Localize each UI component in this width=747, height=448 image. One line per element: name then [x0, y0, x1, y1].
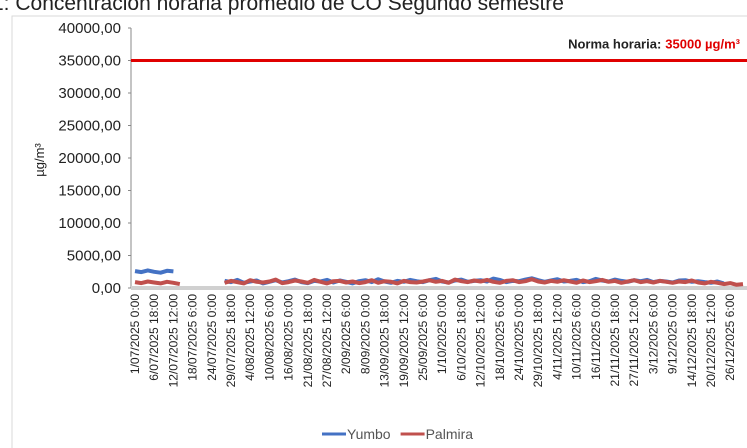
x-tick-label: 10/08/2025 6:00 [262, 294, 276, 381]
y-axis-label: µg/m³ [32, 143, 47, 177]
x-tick-label: 1/07/2025 0:00 [128, 294, 142, 374]
x-tick-label: 3/12/2025 6:00 [646, 294, 660, 374]
y-tick-label: 10000,00 [58, 215, 121, 232]
x-tick-label: 12/10/2025 12:00 [474, 294, 488, 388]
x-tick-label: 10/11/2025 6:00 [570, 294, 584, 380]
legend-label: Yumbo [347, 426, 391, 442]
x-tick-label: 27/11/2025 12:00 [627, 294, 641, 387]
x-tick-label: 21/08/2025 18:00 [301, 294, 315, 388]
x-tick-label: 4/08/2025 12:00 [243, 294, 257, 381]
x-tick-label: 25/09/2025 6:00 [416, 294, 430, 381]
x-tick-label: 26/12/2025 6:00 [723, 294, 737, 381]
x-tick-label: 18/10/2025 6:00 [493, 294, 507, 381]
x-tick-label: 21/11/2025 18:00 [608, 294, 622, 387]
x-tick-label: 13/09/2025 18:00 [378, 294, 392, 388]
x-tick-label: 2/09/2025 6:00 [339, 294, 353, 374]
reference-label: Norma horaria: [568, 37, 661, 52]
series-line [134, 277, 744, 287]
x-tick-label: 19/09/2025 12:00 [397, 294, 411, 388]
x-tick-label: 20/12/2025 12:00 [704, 294, 718, 388]
y-tick-label: 20000,00 [58, 150, 121, 167]
x-tick-label: 6/10/2025 18:00 [454, 294, 468, 381]
y-tick-label: 0,00 [92, 280, 121, 297]
x-tick-label: 9/12/2025 0:00 [666, 294, 680, 374]
y-tick-label: 25000,00 [58, 118, 121, 135]
chart-frame [11, 15, 747, 448]
y-tick-label: 5000,00 [67, 248, 121, 265]
x-tick-label: 4/11/2025 12:00 [550, 294, 564, 380]
x-tick-label: 24/10/2025 0:00 [512, 294, 526, 381]
x-tick-label: 29/10/2025 18:00 [531, 294, 545, 388]
x-tick-label: 14/12/2025 18:00 [685, 294, 699, 388]
x-tick-label: 12/07/2025 12:00 [166, 294, 180, 388]
reference-value-label: 35000 µg/m³ [665, 37, 740, 52]
x-tick-label: 24/07/2025 0:00 [205, 294, 219, 381]
y-tick-label: 35000,00 [58, 53, 121, 70]
x-tick-label: 16/11/2025 0:00 [589, 294, 603, 380]
y-tick-label: 15000,00 [58, 183, 121, 200]
x-tick-label: 18/07/2025 6:00 [186, 294, 200, 381]
x-tick-label: 16/08/2025 0:00 [282, 294, 296, 381]
x-tick-label: 27/08/2025 12:00 [320, 294, 334, 388]
y-tick-label: 30000,00 [58, 85, 121, 102]
x-tick-label: 6/07/2025 18:00 [147, 294, 161, 381]
chart-title: 1: Concentración horaria promedio de CO … [0, 0, 564, 15]
legend-label: Palmira [426, 426, 474, 442]
x-tick-label: 8/09/2025 0:00 [358, 294, 372, 374]
x-tick-label: 1/10/2025 0:00 [435, 294, 449, 374]
x-tick-label: 29/07/2025 18:00 [224, 294, 238, 388]
y-tick-label: 40000,00 [58, 20, 121, 37]
reference-annotation: Norma horaria: 35000 µg/m³ [568, 37, 741, 52]
